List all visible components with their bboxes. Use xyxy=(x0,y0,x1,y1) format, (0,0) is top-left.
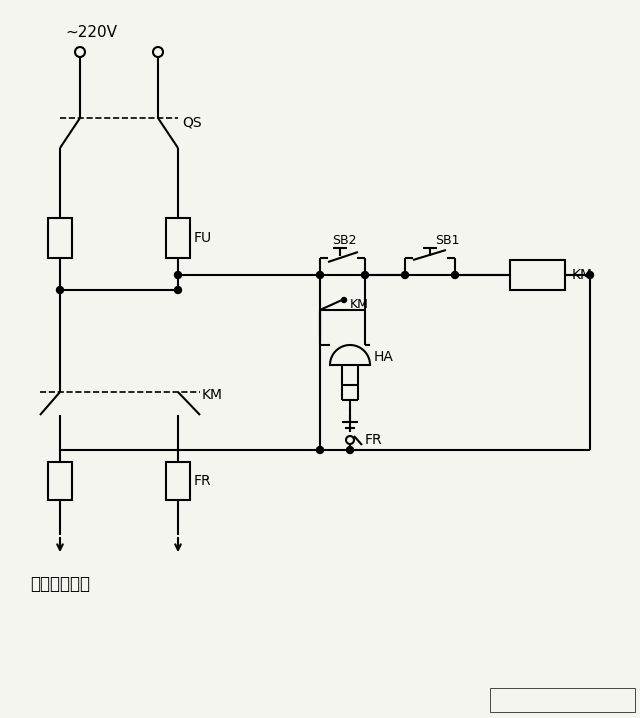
Text: FR: FR xyxy=(365,433,383,447)
Circle shape xyxy=(362,271,369,279)
Text: FU: FU xyxy=(194,231,212,245)
Text: HA: HA xyxy=(374,350,394,364)
Circle shape xyxy=(175,286,182,294)
Circle shape xyxy=(317,271,323,279)
Bar xyxy=(490,688,635,712)
Text: QS: QS xyxy=(182,115,202,129)
Circle shape xyxy=(342,297,346,302)
Text: KM: KM xyxy=(202,388,223,402)
Text: FR: FR xyxy=(194,474,212,488)
Text: SB1: SB1 xyxy=(435,233,460,246)
Text: 接进户电源线: 接进户电源线 xyxy=(30,575,90,593)
Circle shape xyxy=(346,447,353,454)
Circle shape xyxy=(451,271,458,279)
Bar xyxy=(510,260,565,290)
Bar xyxy=(48,218,72,258)
Circle shape xyxy=(175,271,182,279)
Circle shape xyxy=(586,271,593,279)
Text: ~220V: ~220V xyxy=(65,25,117,40)
Circle shape xyxy=(346,436,354,444)
Bar xyxy=(48,462,72,500)
Circle shape xyxy=(153,47,163,57)
Circle shape xyxy=(56,286,63,294)
Circle shape xyxy=(75,47,85,57)
Bar xyxy=(166,218,190,258)
Circle shape xyxy=(317,447,323,454)
Bar xyxy=(166,462,190,500)
Text: KM: KM xyxy=(350,299,369,312)
Text: KM: KM xyxy=(572,268,593,282)
Text: SB2: SB2 xyxy=(332,233,356,246)
Circle shape xyxy=(401,271,408,279)
